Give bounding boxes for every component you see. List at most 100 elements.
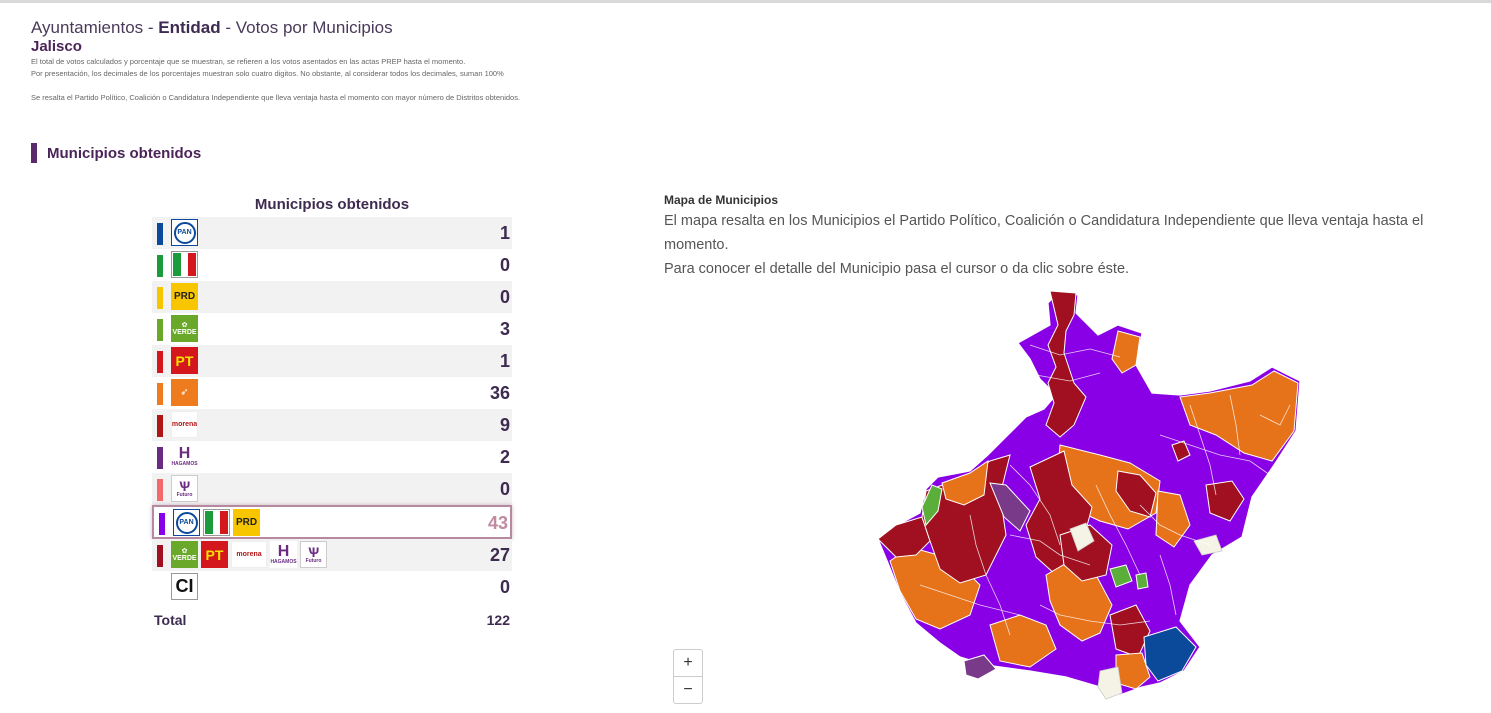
- map-region-green-center-2[interactable]: [1135, 572, 1149, 590]
- zoom-out-button[interactable]: −: [674, 676, 702, 703]
- table-row[interactable]: morena 9: [152, 409, 512, 441]
- row-value: 1: [499, 351, 510, 371]
- table-row[interactable]: 0: [152, 249, 512, 281]
- page-header: Ayuntamientos - Entidad - Votos por Muni…: [31, 18, 1231, 104]
- pan-logo-text: PAN: [175, 511, 198, 534]
- party-color-strip: [157, 415, 163, 437]
- party-color-strip: [157, 319, 163, 341]
- pt-logo-icon: PT: [171, 347, 198, 374]
- map-description: El mapa resalta en los Municipios el Par…: [664, 209, 1491, 281]
- hagamos-logo-icon: H HAGAMOS: [270, 541, 297, 568]
- map-region-green-center[interactable]: [1109, 564, 1133, 588]
- page-title: Ayuntamientos - Entidad - Votos por Muni…: [31, 18, 1231, 38]
- row-value: 0: [499, 287, 510, 307]
- note-decimals: Por presentación, los decimales de los p…: [31, 69, 504, 78]
- map-description-line-2: momento.: [664, 237, 729, 253]
- futuro-logo-text: Futuro: [305, 558, 322, 564]
- map-region-south-red[interactable]: [1059, 524, 1113, 582]
- map-region-north-red[interactable]: [1045, 290, 1087, 438]
- morena-logo-icon: morena: [171, 411, 198, 438]
- map-region-ne-orange[interactable]: [1111, 330, 1141, 374]
- verde-logo-icon: ✿ VERDE: [171, 315, 198, 342]
- row-value: 0: [499, 577, 510, 597]
- title-part-1: Ayuntamientos -: [31, 18, 159, 37]
- table-row[interactable]: ➶ 36: [152, 377, 512, 409]
- map-description-line-3: Para conocer el detalle del Municipio pa…: [664, 261, 1130, 277]
- party-color-strip: [157, 287, 163, 309]
- map-region-nodata-2[interactable]: [1069, 522, 1095, 552]
- party-color-strip: [157, 351, 163, 373]
- table-row[interactable]: PRD 0: [152, 281, 512, 313]
- row-value: 3: [499, 319, 510, 339]
- party-color-strip: [157, 479, 163, 501]
- map-zoom-control: + −: [673, 649, 703, 704]
- note-votes: El total de votos calculados y porcentaj…: [31, 57, 466, 66]
- map-region-hagamos[interactable]: [989, 482, 1031, 532]
- top-border: [0, 0, 1491, 3]
- party-color-strip: [157, 545, 163, 567]
- map-region-east-orange[interactable]: [1179, 370, 1299, 462]
- prd-logo-icon: PRD: [233, 509, 260, 536]
- total-row: Total 122: [152, 605, 512, 631]
- hagamos-logo-icon: H HAGAMOS: [171, 443, 198, 470]
- hagamos-logo-letter: H: [178, 445, 191, 462]
- party-color-strip: [157, 255, 163, 277]
- row-value: 9: [499, 415, 510, 435]
- map-region-centereast-red[interactable]: [1115, 470, 1157, 518]
- jalisco-municipalities-map[interactable]: [860, 285, 1330, 713]
- pri-logo-icon: [171, 251, 198, 278]
- verde-logo-icon: ✿ VERDE: [171, 541, 198, 568]
- map-municipal-borders: [919, 344, 1291, 636]
- table-row[interactable]: H HAGAMOS 2: [152, 441, 512, 473]
- pan-logo-text: PAN: [173, 221, 196, 244]
- zoom-in-button[interactable]: +: [683, 654, 693, 671]
- prd-logo-icon: PRD: [171, 283, 198, 310]
- table-row[interactable]: PAN 1: [152, 217, 512, 249]
- table-row[interactable]: PT 1: [152, 345, 512, 377]
- ci-logo-icon: CI: [171, 573, 198, 600]
- row-value: 36: [489, 383, 510, 403]
- row-value: 1: [499, 223, 510, 243]
- table-row[interactable]: CI 0: [152, 571, 512, 603]
- party-color-strip: [157, 577, 163, 599]
- row-value: 27: [489, 545, 510, 565]
- total-label: Total: [154, 612, 187, 628]
- total-value: 122: [486, 612, 510, 628]
- row-value: 43: [487, 513, 508, 533]
- map-title: Mapa de Municipios: [664, 193, 779, 207]
- futuro-logo-icon: Ѱ Futuro: [171, 475, 198, 502]
- party-color-strip: [157, 447, 163, 469]
- entity-name: Jalisco: [31, 38, 82, 55]
- map-region-nw-orange[interactable]: [941, 459, 989, 506]
- morena-logo-icon: morena: [231, 541, 267, 568]
- table-row[interactable]: Ѱ Futuro 0: [152, 473, 512, 505]
- verde-logo-text: VERDE: [172, 555, 197, 562]
- map-description-line-1: El mapa resalta en los Municipios el Par…: [664, 213, 1424, 229]
- table-row[interactable]: ✿ VERDE PT morena H HAGAMOS Ѱ Futuro 27: [152, 539, 512, 571]
- map-region-hagamos-south[interactable]: [963, 654, 997, 680]
- table-row[interactable]: ✿ VERDE 3: [152, 313, 512, 345]
- map-region-nodata-3[interactable]: [1193, 534, 1223, 556]
- table-title: Municipios obtenidos: [254, 196, 410, 213]
- row-value: 2: [499, 447, 510, 467]
- results-table: PAN 1 0 PRD 0 ✿ VERDE 3 PT 1 ➶ 36 morena …: [152, 217, 512, 631]
- party-color-strip: [157, 223, 163, 245]
- map-region-green-west[interactable]: [921, 484, 943, 527]
- hagamos-logo-letter: H: [277, 543, 290, 560]
- mc-logo-icon: ➶: [171, 379, 198, 406]
- hagamos-logo-text: HAGAMOS: [270, 559, 297, 565]
- pan-logo-icon: PAN: [173, 509, 200, 536]
- verde-logo-text: VERDE: [172, 329, 197, 336]
- note-highlight: Se resalta el Partido Político, Coalició…: [31, 93, 521, 102]
- section-bar: [31, 143, 37, 163]
- row-value: 0: [499, 479, 510, 499]
- section-heading: Municipios obtenidos: [31, 143, 201, 163]
- table-row-selected[interactable]: PAN PRD 43: [152, 505, 512, 539]
- map-region-ne-red[interactable]: [1171, 440, 1191, 462]
- map-region-nodata-1[interactable]: [1097, 666, 1123, 700]
- map-region-pan-blue[interactable]: [1143, 626, 1197, 682]
- title-part-2: Entidad: [158, 18, 221, 37]
- futuro-logo-text: Futuro: [176, 492, 193, 498]
- row-value: 0: [499, 255, 510, 275]
- title-part-3: - Votos por Municipios: [220, 18, 393, 37]
